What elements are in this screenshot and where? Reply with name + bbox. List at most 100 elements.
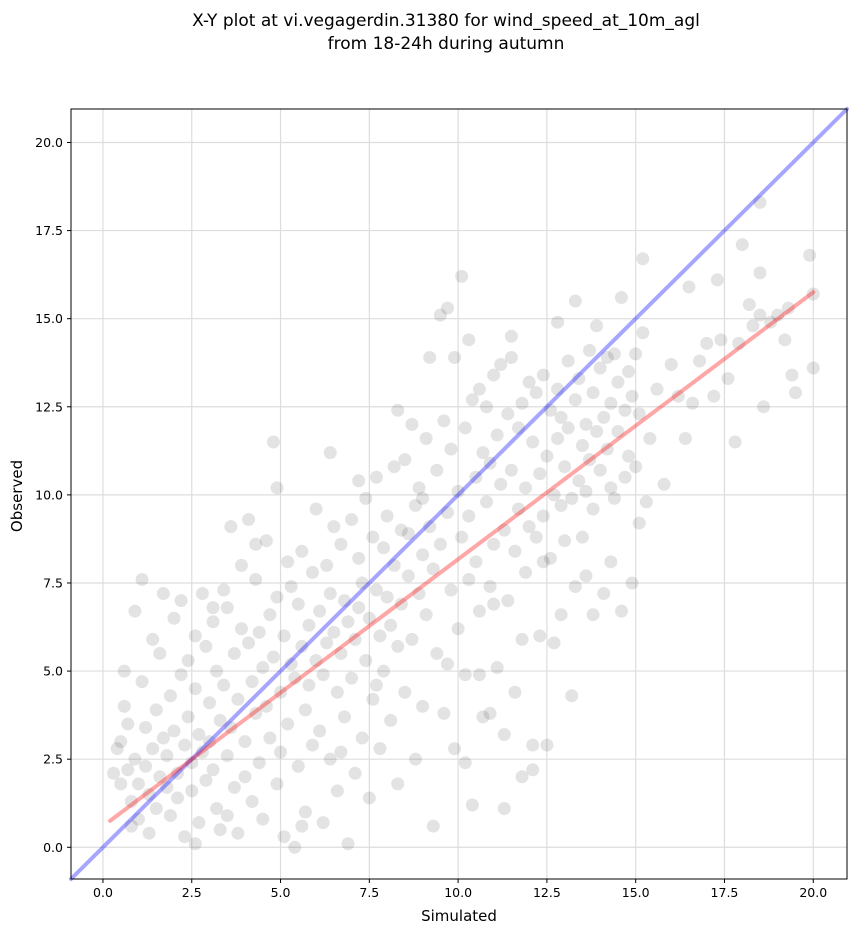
scatter-point	[511, 502, 525, 516]
x-tick-label: 15.0	[622, 885, 650, 900]
scatter-point	[192, 816, 206, 830]
scatter-point	[203, 696, 217, 710]
scatter-point	[139, 720, 153, 734]
scatter-point	[693, 354, 707, 368]
scatter-point	[341, 837, 355, 851]
scatter-point	[121, 763, 135, 777]
scatter-point	[245, 675, 259, 689]
scatter-point	[526, 763, 540, 777]
scatter-point	[682, 280, 696, 294]
scatter-point	[771, 308, 785, 322]
scatter-point	[352, 474, 366, 488]
scatter-point	[206, 763, 220, 777]
scatter-point	[455, 269, 469, 283]
scatter-point	[547, 488, 561, 502]
scatter-points	[107, 195, 820, 854]
scatter-point	[583, 343, 597, 357]
scatter-point	[586, 608, 600, 622]
y-tick-label: 7.5	[43, 575, 63, 590]
scatter-point	[597, 410, 611, 424]
scatter-point	[306, 738, 320, 752]
scatter-point	[430, 646, 444, 660]
scatter-point	[398, 453, 412, 467]
scatter-point	[490, 428, 504, 442]
scatter-point	[508, 544, 522, 558]
scatter-point	[369, 678, 383, 692]
scatter-point	[227, 780, 241, 794]
scatter-point	[423, 520, 437, 534]
scatter-point	[526, 435, 540, 449]
scatter-point	[302, 618, 316, 632]
scatter-point	[313, 724, 327, 738]
scatter-point	[448, 350, 462, 364]
scatter-point	[124, 794, 138, 808]
scatter-point	[131, 777, 145, 791]
scatter-point	[302, 678, 316, 692]
scatter-point	[607, 347, 621, 361]
scatter-point	[490, 661, 504, 675]
scatter-point	[387, 460, 401, 474]
scatter-point	[224, 520, 238, 534]
scatter-point	[309, 502, 323, 516]
scatter-point	[405, 632, 419, 646]
scatter-point	[316, 668, 330, 682]
scatter-point	[462, 333, 476, 347]
scatter-point	[298, 805, 312, 819]
scatter-point	[291, 759, 305, 773]
scatter-point	[245, 794, 259, 808]
scatter-point	[259, 534, 273, 548]
scatter-point	[153, 770, 167, 784]
scatter-point	[551, 382, 565, 396]
scatter-point	[440, 301, 454, 315]
scatter-point	[554, 608, 568, 622]
scatter-point	[671, 389, 685, 403]
scatter-point	[536, 555, 550, 569]
scatter-point	[437, 414, 451, 428]
scatter-point	[558, 534, 572, 548]
scatter-point	[480, 400, 494, 414]
scatter-point	[284, 657, 298, 671]
scatter-point	[167, 611, 181, 625]
scatter-point	[401, 569, 415, 583]
scatter-point	[583, 453, 597, 467]
scatter-point	[146, 632, 160, 646]
scatter-point	[384, 618, 398, 632]
scatter-point	[614, 291, 628, 305]
scatter-point	[284, 580, 298, 594]
scatter-point	[167, 724, 181, 738]
scatter-point	[579, 417, 593, 431]
scatter-point	[270, 481, 284, 495]
scatter-point	[327, 520, 341, 534]
scatter-point	[764, 315, 778, 329]
scatter-point	[270, 777, 284, 791]
scatter-point	[142, 826, 156, 840]
scatter-point	[377, 541, 391, 555]
scatter-point	[430, 463, 444, 477]
scatter-point	[455, 530, 469, 544]
scatter-point	[568, 294, 582, 308]
scatter-point	[171, 791, 185, 805]
scatter-point	[501, 407, 515, 421]
scatter-point	[128, 752, 142, 766]
scatter-point	[781, 301, 795, 315]
scatter-point	[295, 639, 309, 653]
scatter-point	[352, 601, 366, 615]
scatter-point	[114, 735, 128, 749]
scatter-point	[206, 615, 220, 629]
scatter-point	[366, 692, 380, 706]
scatter-point	[700, 336, 714, 350]
scatter-point	[600, 442, 614, 456]
scatter-point	[423, 350, 437, 364]
scatter-point	[348, 766, 362, 780]
scatter-point	[529, 386, 543, 400]
scatter-point	[323, 446, 337, 460]
scatter-point	[206, 601, 220, 615]
scatter-point	[160, 780, 174, 794]
scatter-point	[327, 625, 341, 639]
scatter-point	[323, 752, 337, 766]
scatter-point	[483, 706, 497, 720]
scatter-point	[337, 710, 351, 724]
scatter-point	[178, 738, 192, 752]
scatter-point	[334, 646, 348, 660]
scatter-point	[753, 308, 767, 322]
